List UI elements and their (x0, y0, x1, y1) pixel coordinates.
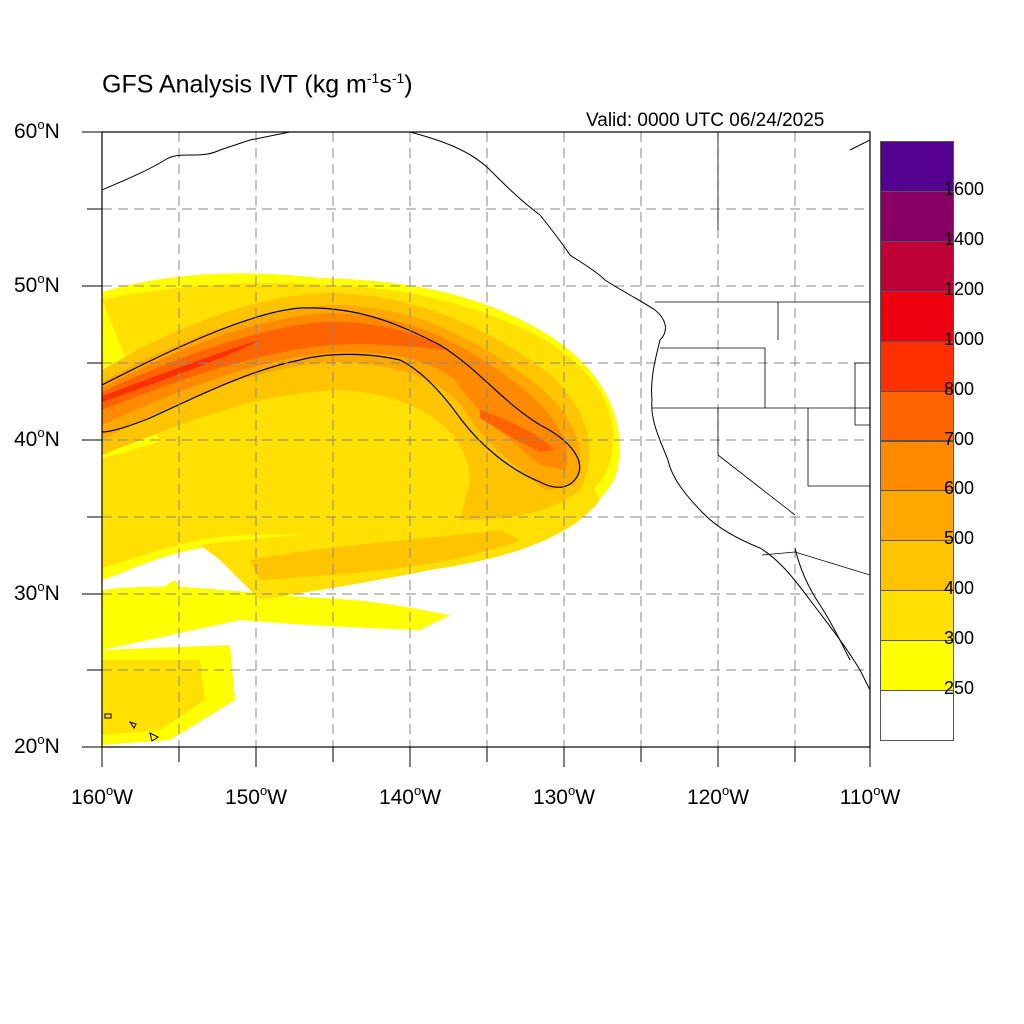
colorbar-box (880, 690, 954, 741)
colorbar-level-label: 1200 (944, 278, 985, 299)
lon-label-160: 160oW (70, 783, 134, 809)
colorbar-level-label: 1600 (944, 178, 985, 199)
colorbar-level-label: 600 (944, 478, 975, 499)
boundaries (652, 132, 870, 576)
colorbar-box (880, 340, 954, 392)
colorbar-box (880, 290, 954, 342)
colorbar-level-label: 1400 (944, 228, 985, 249)
colorbar-box (880, 540, 954, 592)
colorbar-level-label: 700 (944, 428, 975, 449)
canada-coast-east (849, 139, 870, 151)
colorbar-level-label: 500 (944, 528, 975, 549)
colorbar-box (880, 141, 954, 192)
lon-label-150: 150oW (224, 783, 288, 809)
lon-label-110: 110oW (839, 783, 901, 809)
colorbar-level-label: 300 (944, 628, 975, 649)
alaska-coast (102, 132, 291, 191)
colorbar-box (880, 390, 954, 442)
lat-label-40: 40oN (14, 425, 60, 451)
lon-label-120: 120oW (686, 783, 750, 809)
ivt-band-800 (102, 340, 260, 402)
alaska-panhandle-coast (409, 132, 606, 281)
colorbar-level-label: 1000 (944, 328, 985, 349)
colorbar-box (880, 490, 954, 542)
coastlines (102, 132, 870, 742)
tick-marks (82, 131, 871, 767)
colorbar-box (880, 190, 954, 242)
colorbar (880, 141, 954, 741)
valid-time-label: Valid: 0000 UTC 06/24/2025 (586, 110, 825, 131)
lat-label-50: 50oN (14, 271, 60, 297)
lon-label-130: 130oW (532, 783, 596, 809)
hawaii-islands (104, 713, 159, 742)
ivt-band-700 (102, 321, 555, 452)
colorbar-box (880, 240, 954, 292)
lat-label-60: 60oN (14, 117, 60, 143)
colorbar-box (880, 640, 954, 692)
lon-label-140: 140oW (378, 783, 442, 809)
colorbar-level-label: 250 (944, 678, 975, 699)
colorbar-box (880, 440, 954, 492)
colorbar-box (880, 590, 954, 642)
colorbar-level-label: 400 (944, 578, 975, 599)
british-columbia-coast (604, 279, 666, 341)
lat-label-30: 30oN (14, 579, 60, 605)
map-title: GFS Analysis IVT (kg m-1s-1) (102, 70, 413, 99)
ivt-contour (102, 307, 581, 488)
baja-coast (794, 547, 851, 661)
lat-label-20: 20oN (14, 732, 60, 758)
colorbar-level-label: 800 (944, 378, 975, 399)
graticule (102, 132, 870, 747)
pacific-nw-coast (651, 339, 870, 691)
